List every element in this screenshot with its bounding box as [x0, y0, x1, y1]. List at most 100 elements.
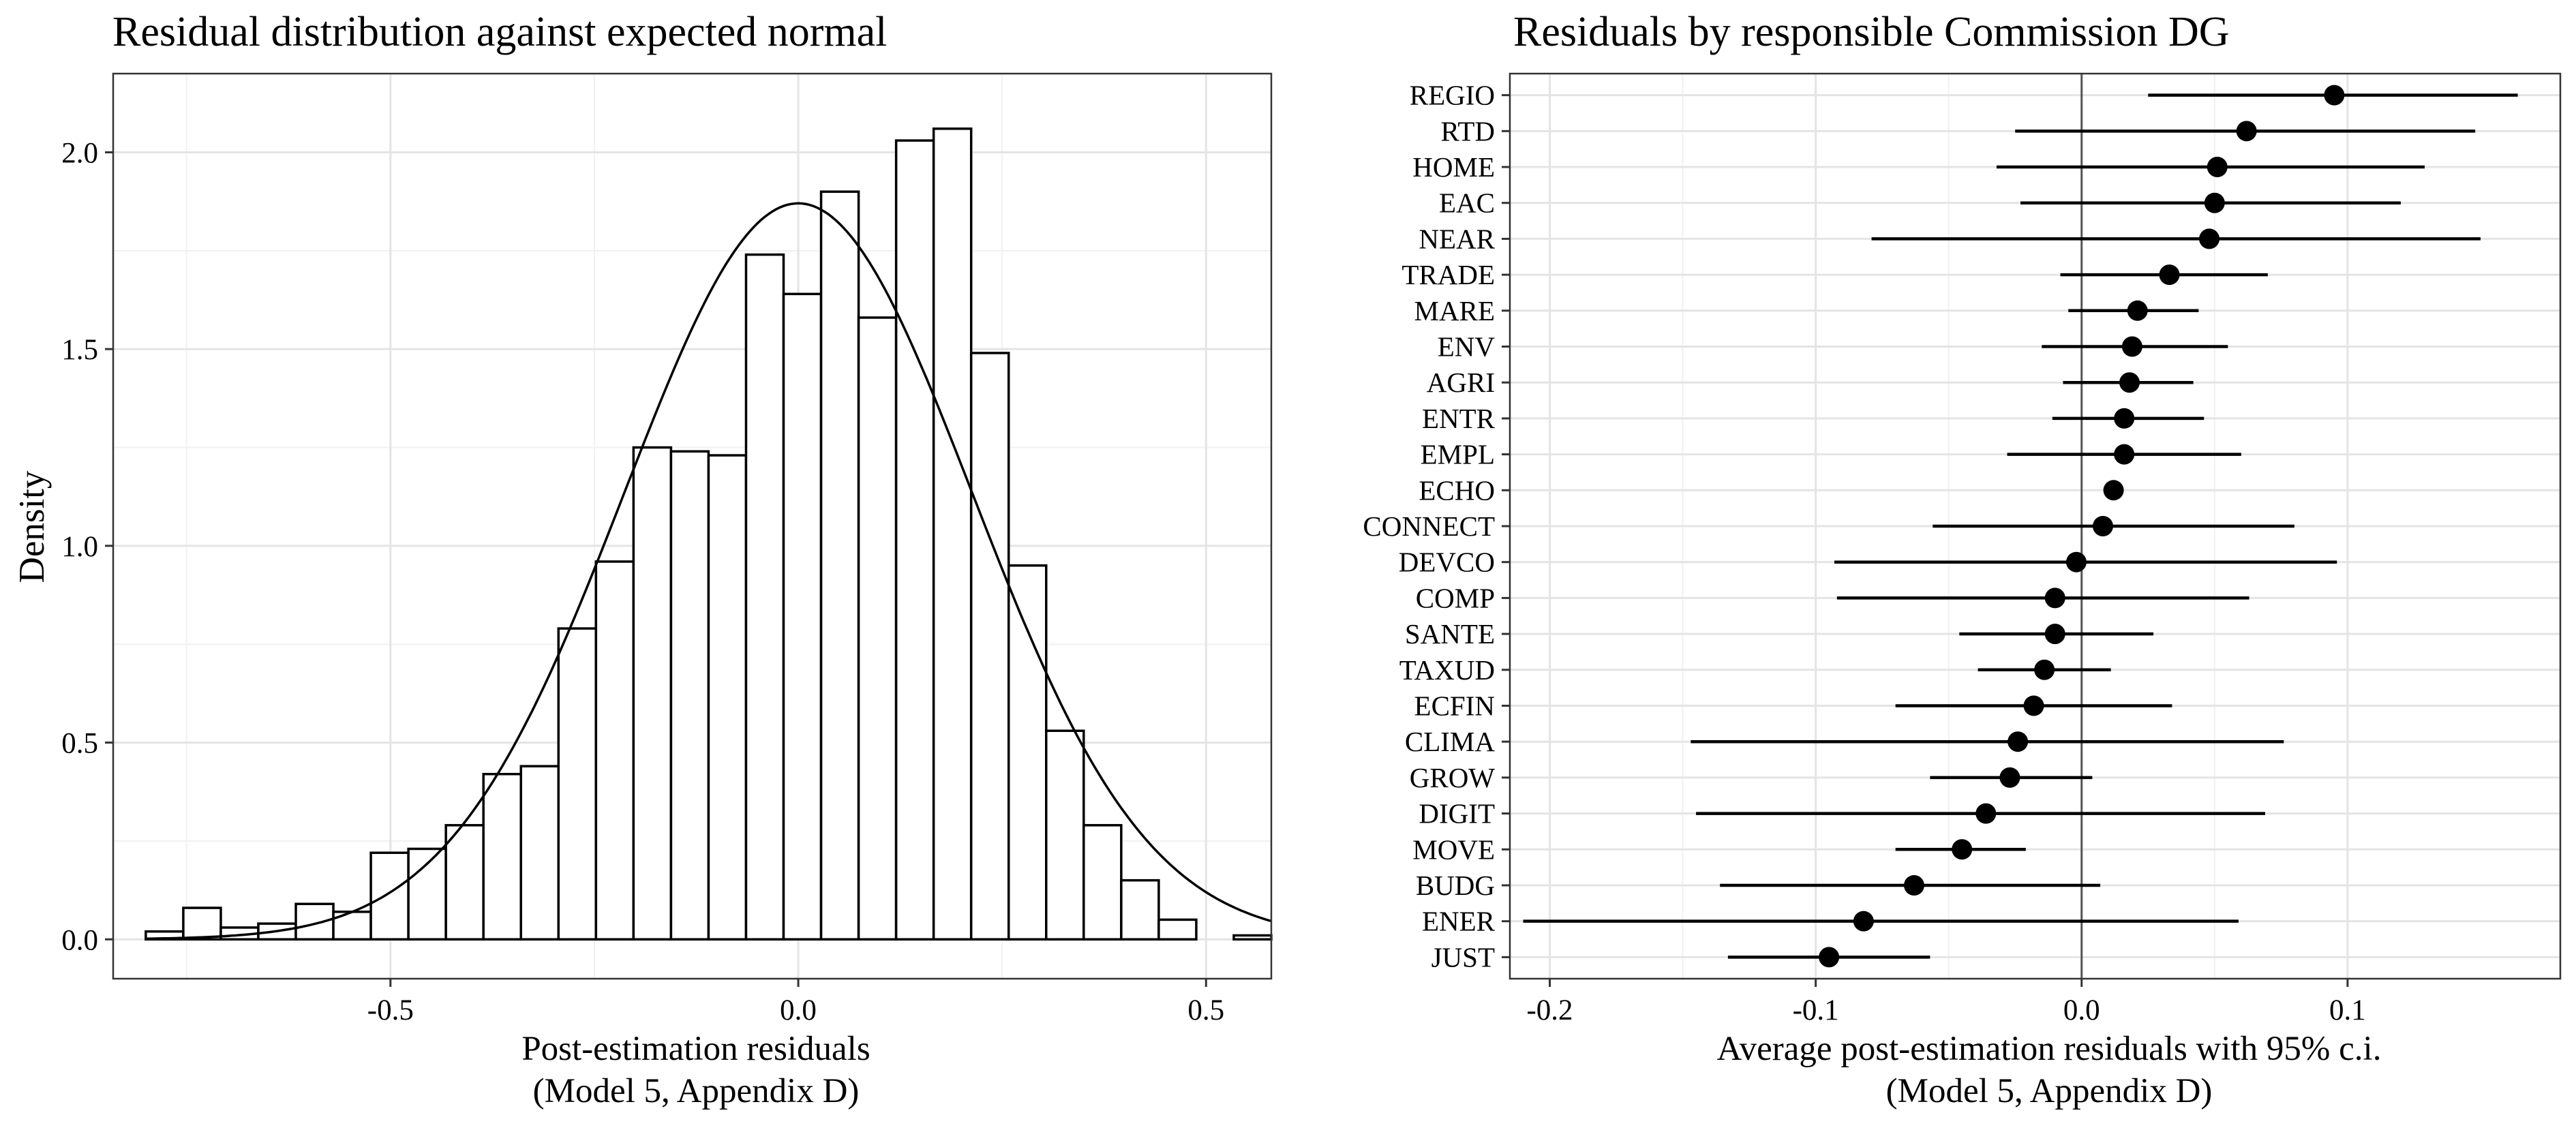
category-label-ecfin: ECFIN: [1414, 690, 1495, 721]
category-label-near: NEAR: [1419, 223, 1495, 254]
estimate-point-just: [1819, 947, 1840, 968]
dg-chart-x-axis: -0.2 -0.1 0.0 0.1: [1526, 979, 2366, 1026]
estimate-point-env: [2121, 336, 2142, 357]
histogram-title: Residual distribution against expected n…: [112, 9, 887, 55]
category-label-eac: EAC: [1439, 187, 1495, 219]
histogram-bar: [1232, 934, 1273, 941]
category-label-digit: DIGIT: [1419, 798, 1495, 829]
histogram-bar: [482, 773, 522, 941]
estimate-point-taxud: [2034, 659, 2055, 680]
category-label-comp: COMP: [1416, 582, 1495, 613]
histogram-x-axis-sublabel: (Model 5, Appendix D): [533, 1072, 860, 1110]
histogram-bar: [969, 352, 1010, 941]
dg-chart-x-axis-label: Average post-estimation residuals with 9…: [1717, 1030, 2382, 1068]
category-label-empl: EMPL: [1421, 439, 1495, 470]
category-label-move: MOVE: [1412, 834, 1495, 865]
histogram-x-axis-label: Post-estimation residuals: [521, 1030, 870, 1068]
x-tick-label: -0.5: [367, 994, 414, 1026]
y-tick-label: 1.0: [61, 531, 98, 563]
histogram-bar: [519, 765, 560, 941]
histogram-bar: [782, 292, 823, 941]
x-tick-label: 0.0: [2063, 994, 2100, 1026]
estimate-point-rtd: [2236, 121, 2257, 142]
estimate-point-ecfin: [2023, 695, 2044, 716]
category-label-connect: CONNECT: [1363, 510, 1495, 542]
estimate-point-echo: [2103, 480, 2124, 501]
category-label-home: HOME: [1412, 151, 1495, 183]
category-label-agri: AGRI: [1427, 367, 1495, 398]
estimate-point-comp: [2044, 587, 2065, 609]
category-label-grow: GROW: [1410, 762, 1496, 793]
estimate-point-near: [2199, 228, 2220, 249]
estimate-point-home: [2207, 157, 2228, 178]
estimate-point-agri: [2119, 372, 2140, 393]
estimate-point-mare: [2127, 300, 2148, 321]
dg-chart-x-axis-sublabel: (Model 5, Appendix D): [1886, 1072, 2213, 1110]
histogram-bar: [707, 454, 748, 941]
category-label-regio: REGIO: [1410, 80, 1495, 111]
histogram-bar: [819, 190, 860, 941]
category-label-budg: BUDG: [1416, 870, 1495, 901]
histogram-y-axis-label: Density: [12, 470, 52, 583]
category-label-mare: MARE: [1414, 295, 1495, 326]
histogram-bar: [632, 446, 673, 941]
histogram-bar: [369, 851, 410, 941]
histogram-bar: [444, 824, 485, 941]
category-label-entr: ENTR: [1422, 403, 1496, 434]
category-label-trade: TRADE: [1401, 259, 1495, 290]
histogram-bar: [182, 906, 222, 941]
histogram-x-axis: -0.5 0.0 0.5: [367, 979, 1224, 1026]
y-tick-label: 0.5: [61, 728, 98, 760]
category-label-taxud: TAXUD: [1399, 654, 1495, 686]
estimate-point-digit: [1975, 803, 1997, 824]
residual-estimates: [1819, 85, 2345, 968]
category-label-devco: DEVCO: [1399, 547, 1495, 578]
x-tick-label: 0.5: [1187, 994, 1224, 1026]
category-label-echo: ECHO: [1419, 474, 1495, 506]
histogram-bar: [1045, 729, 1085, 941]
estimate-point-grow: [1999, 767, 2020, 788]
category-label-clima: CLIMA: [1405, 726, 1496, 757]
histogram-bar: [894, 139, 935, 941]
estimate-point-trade: [2159, 264, 2180, 286]
histogram-plot-frame: [112, 72, 1273, 980]
estimate-point-entr: [2114, 408, 2135, 429]
histogram-bar: [294, 902, 335, 941]
y-tick-label: 2.0: [61, 137, 98, 169]
category-label-ener: ENER: [1422, 906, 1496, 937]
x-tick-label: -0.1: [1793, 994, 1839, 1026]
estimate-point-connect: [2092, 516, 2113, 536]
histogram-bar: [1120, 879, 1160, 941]
histogram-bar: [557, 627, 598, 941]
histogram-bar: [594, 560, 635, 941]
y-tick-label: 0.0: [61, 924, 98, 956]
category-label-rtd: RTD: [1440, 115, 1495, 147]
histogram-bar: [857, 316, 898, 941]
dg-residuals-panel: Residuals by responsible Commission DG -…: [1363, 9, 2562, 1110]
x-tick-label: 0.1: [2329, 994, 2366, 1026]
estimate-point-budg: [1903, 874, 1924, 896]
histogram-panel: Residual distribution against expected n…: [12, 9, 1273, 1110]
estimate-point-regio: [2324, 85, 2345, 106]
dg-chart-category-axis: REGIO RTD HOME EAC NEAR TRADE MARE ENV AGRI ENTR E…: [1363, 80, 1510, 973]
normal-density-curve: [145, 202, 1272, 941]
estimate-point-devco: [2065, 551, 2087, 572]
histogram-bars: [145, 127, 1273, 941]
estimate-point-empl: [2114, 444, 2135, 465]
estimate-point-clima: [2007, 731, 2029, 752]
histogram-bar: [1007, 564, 1048, 941]
estimate-point-ener: [1853, 911, 1874, 932]
estimate-point-move: [1952, 839, 1973, 860]
x-tick-label: -0.2: [1526, 994, 1573, 1026]
histogram-bar: [669, 450, 710, 941]
histogram-y-axis: 0.0 0.5 1.0 1.5 2.0: [61, 137, 113, 956]
estimate-point-sante: [2044, 624, 2065, 645]
category-label-just: JUST: [1431, 941, 1495, 973]
histogram-bar: [1082, 824, 1123, 941]
x-tick-label: 0.0: [780, 994, 817, 1026]
histogram-bar: [932, 127, 973, 941]
histogram-bar: [744, 253, 785, 941]
estimate-point-eac: [2204, 192, 2225, 213]
